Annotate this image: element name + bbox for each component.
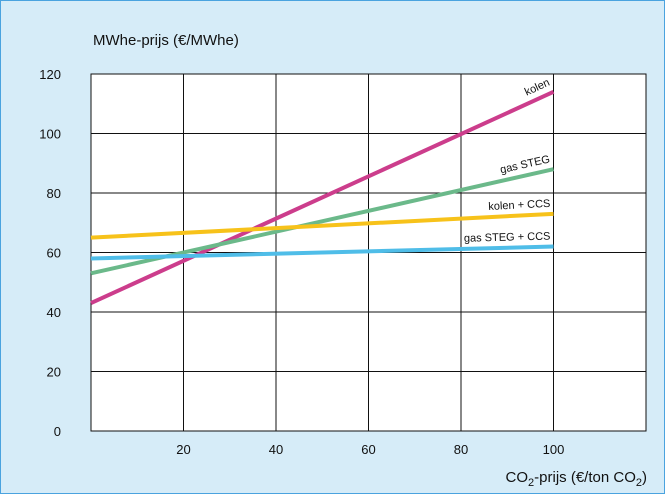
y-tick-labels: 0 20 40 60 80 100 120 [39,67,61,439]
x-tick-label-0: 20 [176,442,190,457]
x-tick-label-2: 60 [361,442,375,457]
grid-lines [91,74,646,431]
y-tick-label-0: 0 [54,424,61,439]
series-label-3: gas STEG + CCS [464,231,551,245]
x-axis-title-part-0: CO [506,469,529,486]
x-axis-title-part-4: ) [642,469,647,486]
x-axis-title-part-2: -prijs (€/ton CO [534,469,636,486]
x-axis-title-part-3: 2 [636,477,642,489]
x-axis-title-part-1: 2 [528,477,534,489]
y-tick-label-1: 20 [47,365,61,380]
y-axis-title: MWhe-prijs (€/MWhe) [93,32,239,49]
y-tick-label-3: 60 [47,246,61,261]
x-tick-labels: 20 40 60 80 100 [176,442,564,457]
series-label-2: kolen + CCS [488,198,551,213]
y-tick-label-4: 80 [47,186,61,201]
x-tick-label-4: 100 [543,442,565,457]
x-tick-label-1: 40 [269,442,283,457]
y-tick-label-6: 120 [39,67,61,82]
y-tick-label-5: 100 [39,127,61,142]
series-line-0 [90,90,555,305]
x-tick-label-3: 80 [454,442,468,457]
y-tick-label-2: 40 [47,305,61,320]
series-line-3 [90,244,554,261]
series-lines [90,90,555,305]
series-line-2 [90,211,554,240]
x-axis-title: CO2-prijs (€/ton CO2) [506,469,647,489]
